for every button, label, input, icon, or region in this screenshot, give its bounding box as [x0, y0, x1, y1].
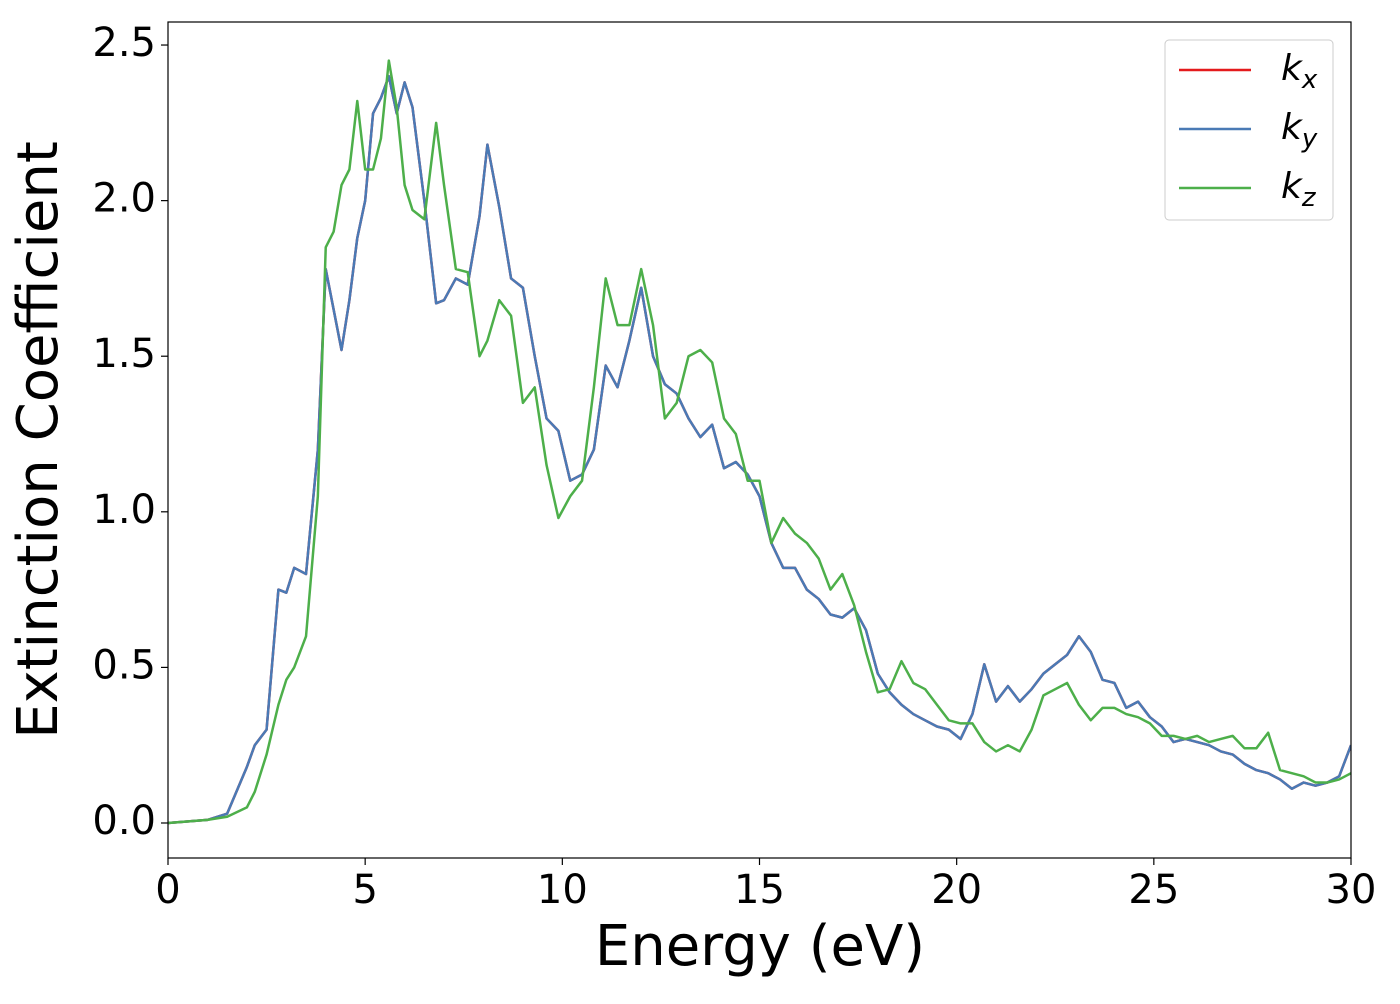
y-tick-label: 1.5 [92, 331, 156, 377]
y-tick-label: 2.0 [92, 176, 156, 222]
y-tick-label: 0.5 [92, 642, 156, 688]
y-tick-label: 2.5 [92, 20, 156, 66]
y-axis-label: Extinction Coefficient [6, 141, 71, 739]
legend: kx ky kz [1164, 39, 1334, 221]
x-tick-label: 10 [537, 867, 588, 913]
legend-label: kz [1281, 166, 1317, 213]
y-tick-label: 1.0 [92, 487, 156, 533]
legend-label: kx [1281, 48, 1318, 95]
y-tick-label: 0.0 [92, 798, 156, 844]
x-tick-label: 5 [352, 867, 377, 913]
x-tick-label: 0 [155, 867, 180, 913]
x-tick-label: 15 [734, 867, 785, 913]
x-axis-label: Energy (eV) [595, 914, 925, 979]
x-tick-label: 30 [1326, 867, 1377, 913]
series-line [168, 74, 1351, 825]
x-tick-label: 25 [1128, 867, 1179, 913]
legend-label: ky [1281, 107, 1318, 154]
plot-frame [167, 21, 1352, 859]
series-line [168, 59, 1351, 825]
x-tick-label: 20 [931, 867, 982, 913]
